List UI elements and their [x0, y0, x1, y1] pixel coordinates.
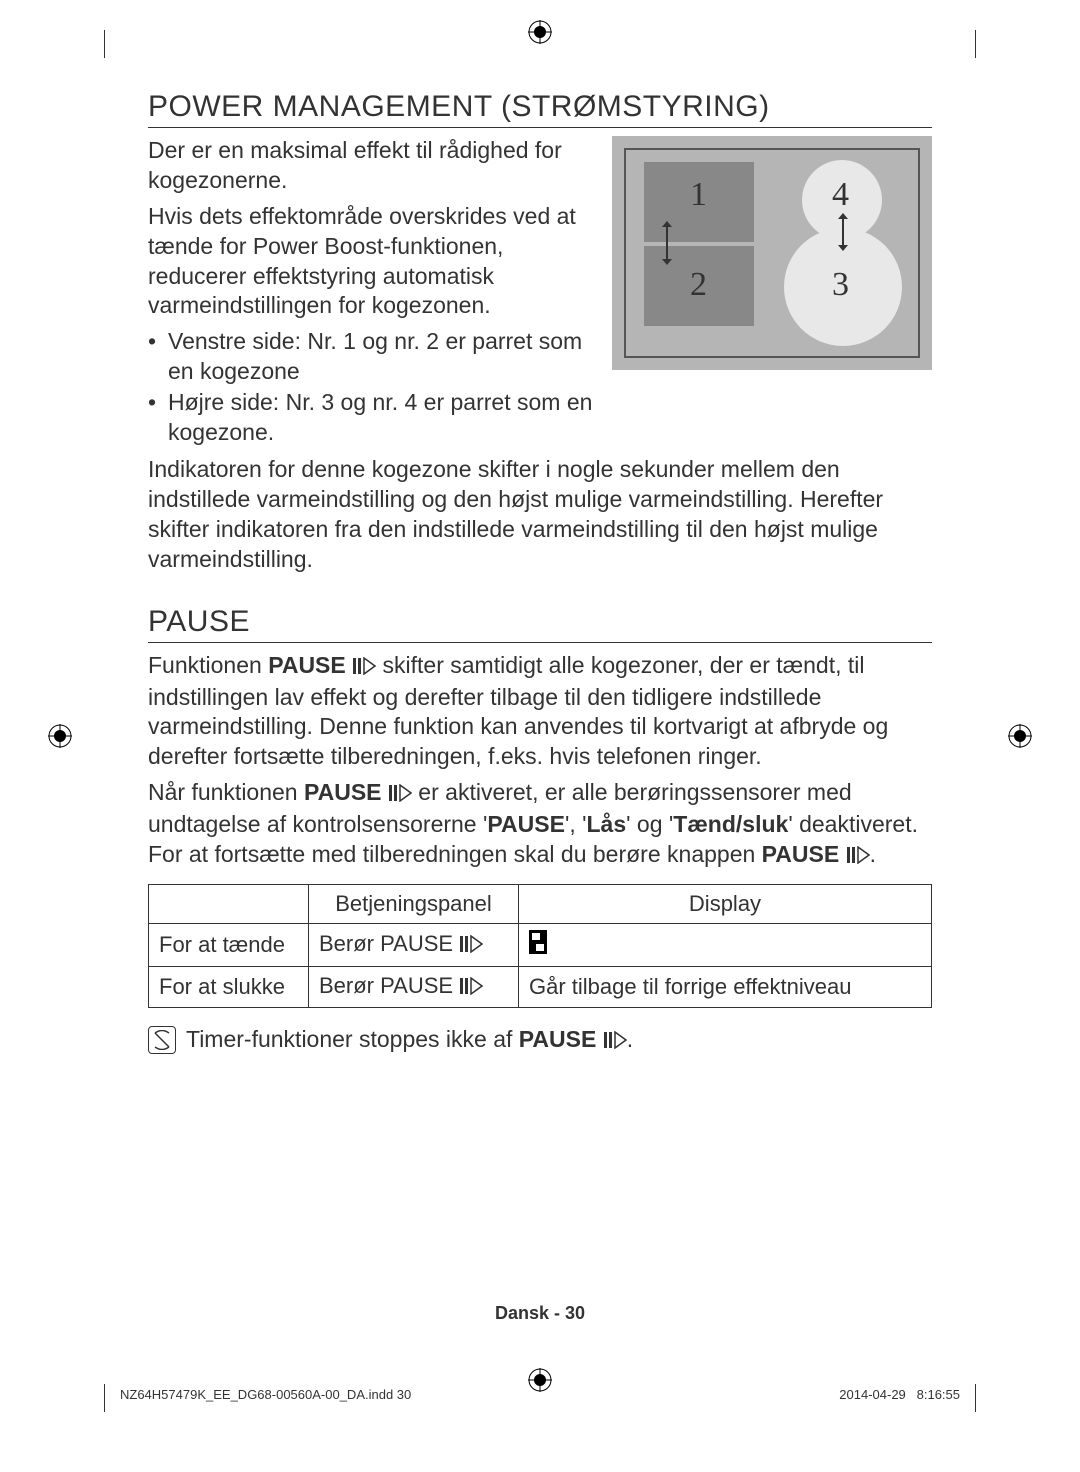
footer-page-number: 30 [565, 1303, 585, 1323]
list-item: Højre side: Nr. 3 og nr. 4 er parret som… [168, 388, 594, 447]
onoff-keyword: Tænd/sluk [673, 811, 788, 837]
pause-section: PAUSE Funktionen PAUSE skifter samtidigt… [148, 605, 932, 1055]
pause-paragraph-2: Når funktionen PAUSE er aktiveret, er al… [148, 778, 932, 872]
zone-label-2: 2 [690, 266, 707, 304]
text-fragment: ' og ' [626, 811, 673, 837]
pause-play-icon [459, 933, 483, 959]
note: Timer-funktioner stoppes ikke af PAUSE . [148, 1026, 932, 1055]
registration-mark-left-icon [48, 724, 72, 748]
registration-mark-top-icon [528, 20, 552, 44]
page-content: POWER MANAGEMENT (STRØMSTYRING) Der er e… [148, 90, 932, 1055]
text-fragment: . [870, 841, 876, 867]
cooktop-diagram: 1 2 3 4 [612, 136, 932, 370]
pause-keyword: PAUSE [519, 1026, 597, 1052]
section-title-pause: PAUSE [148, 605, 932, 643]
pause-keyword: PAUSE [487, 811, 565, 837]
indicator-paragraph: Indikatoren for denne kogezone skifter i… [148, 455, 932, 575]
text-fragment: Funktionen [148, 652, 268, 678]
footer-date: 2014-04-29 [839, 1387, 906, 1402]
text-fragment: ', ' [565, 811, 587, 837]
crop-tick [104, 30, 105, 58]
pause-play-icon [459, 975, 483, 1001]
text-fragment: Berør PAUSE [319, 931, 459, 956]
registration-mark-right-icon [1008, 724, 1032, 748]
footer-datetime: 2014-04-29 8:16:55 [839, 1387, 960, 1402]
list-item: Venstre side: Nr. 1 og nr. 2 er parret s… [168, 327, 594, 386]
table-cell-control: Berør PAUSE [309, 966, 519, 1007]
text-fragment: Berør PAUSE [319, 973, 459, 998]
table-cell-display [519, 923, 932, 966]
arrow-zones-3-4-icon [842, 218, 844, 246]
note-text: Timer-funktioner stoppes ikke af PAUSE . [186, 1026, 633, 1055]
pause-operation-table: Betjeningspanel Display For at tænde Ber… [148, 884, 932, 1008]
pause-keyword: PAUSE [762, 841, 840, 867]
footer-time: 8:16:55 [917, 1387, 960, 1402]
power-management-body: Der er en maksimal effekt til rådighed f… [148, 136, 932, 449]
note-icon [148, 1026, 176, 1054]
page-footer: Dansk - 30 [495, 1303, 585, 1324]
text-fragment: Når funktionen [148, 779, 304, 805]
footer-filename: NZ64H57479K_EE_DG68-00560A-00_DA.indd 30 [120, 1387, 411, 1402]
pause-keyword: PAUSE [304, 779, 382, 805]
footer-language: Dansk [495, 1303, 549, 1323]
text-fragment: Timer-funktioner stoppes ikke af [186, 1026, 519, 1052]
table-cell-action: For at slukke [149, 966, 309, 1007]
footer-metadata: NZ64H57479K_EE_DG68-00560A-00_DA.indd 30… [120, 1387, 960, 1402]
crop-tick [975, 30, 976, 58]
table-row: For at slukke Berør PAUSE Går tilbage ti… [149, 966, 932, 1007]
intro-paragraph-1: Der er en maksimal effekt til rådighed f… [148, 136, 594, 196]
crop-tick [104, 1384, 105, 1412]
zone-label-3: 3 [832, 266, 849, 304]
intro-paragraph-2: Hvis dets effektområde overskrides ved a… [148, 202, 594, 322]
pause-play-icon [846, 842, 870, 872]
table-row: For at tænde Berør PAUSE [149, 923, 932, 966]
footer-separator: - [549, 1303, 565, 1323]
zone-label-1: 1 [690, 176, 707, 214]
table-cell-control: Berør PAUSE [309, 923, 519, 966]
table-cell-action: For at tænde [149, 923, 309, 966]
pause-play-icon [603, 1028, 627, 1055]
table-header-empty [149, 884, 309, 923]
crop-tick [975, 1384, 976, 1412]
power-management-text: Der er en maksimal effekt til rådighed f… [148, 136, 594, 449]
pause-paragraph-1: Funktionen PAUSE skifter samtidigt alle … [148, 651, 932, 773]
pause-play-icon [388, 780, 412, 810]
arrow-zones-1-2-icon [666, 226, 668, 260]
section-title-power-management: POWER MANAGEMENT (STRØMSTYRING) [148, 90, 932, 128]
table-header-display: Display [519, 884, 932, 923]
zone-pairing-list: Venstre side: Nr. 1 og nr. 2 er parret s… [148, 327, 594, 447]
pause-play-icon [352, 653, 376, 683]
table-cell-display: Går tilbage til forrige effektniveau [519, 966, 932, 1007]
table-row: Betjeningspanel Display [149, 884, 932, 923]
pause-keyword: PAUSE [268, 652, 346, 678]
display-glyph-icon [529, 934, 547, 959]
lock-keyword: Lås [587, 811, 627, 837]
text-fragment: . [627, 1026, 633, 1052]
zone-label-4: 4 [832, 176, 849, 214]
table-header-panel: Betjeningspanel [309, 884, 519, 923]
